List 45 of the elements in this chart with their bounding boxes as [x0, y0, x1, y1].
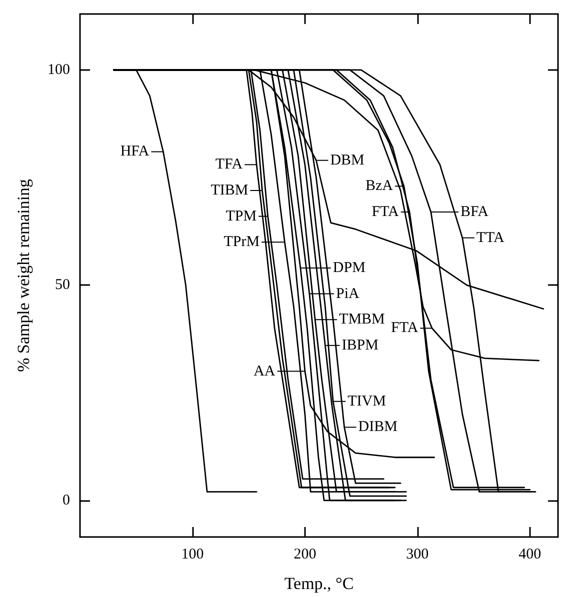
callout: BFA: [430, 204, 489, 220]
annotation: IBPM: [342, 337, 378, 354]
annotation: DBM: [330, 152, 364, 168]
x-axis-title: Temp., °C: [284, 574, 354, 593]
callout: DIBM: [344, 419, 398, 436]
callout: DPM: [300, 260, 366, 276]
callout: TIVM: [332, 393, 386, 410]
x-tick-label: 300: [406, 546, 429, 562]
callout: AA: [254, 363, 306, 380]
annotation: DPM: [332, 260, 366, 276]
annotation: TFA: [215, 156, 243, 173]
callout: HFA: [120, 144, 164, 160]
callout: TPM: [226, 208, 268, 224]
annotation: BFA: [460, 204, 489, 220]
annotation: FTA: [372, 204, 400, 220]
annotation: PiA: [336, 286, 360, 302]
annotation: FTA: [391, 320, 418, 336]
annotation: TPM: [226, 208, 257, 224]
callout: PiA: [308, 286, 360, 302]
y-axis-title: % Sample weight remaining: [14, 178, 33, 372]
annotation: TPrM: [224, 234, 260, 250]
annotation: TIBM: [210, 182, 248, 198]
callout: FTA: [391, 320, 433, 336]
x-tick-label: 400: [518, 546, 542, 562]
callout: DBM: [316, 152, 364, 168]
annotation: TIVM: [348, 393, 386, 410]
callout: TMBM: [314, 312, 385, 328]
y-tick-label: 0: [62, 492, 70, 508]
callout: FTA: [372, 204, 410, 220]
y-tick-label: 100: [48, 62, 70, 78]
annotation: TMBM: [339, 312, 385, 328]
y-tick-label: 50: [55, 277, 70, 294]
callout: TIBM: [210, 182, 263, 198]
x-tick-label: 200: [294, 546, 316, 562]
callout: BzA: [365, 178, 404, 194]
callout: TFA: [215, 156, 258, 173]
callout: TTA: [462, 230, 504, 246]
annotation: AA: [254, 363, 276, 380]
annotation: BzA: [365, 178, 394, 194]
callout: TPrM: [224, 234, 286, 250]
annotation: TTA: [476, 230, 505, 246]
x-tick-label: 100: [181, 546, 204, 562]
annotation: DIBM: [358, 419, 398, 436]
annotation: HFA: [120, 144, 150, 160]
callout: IBPM: [324, 337, 378, 354]
